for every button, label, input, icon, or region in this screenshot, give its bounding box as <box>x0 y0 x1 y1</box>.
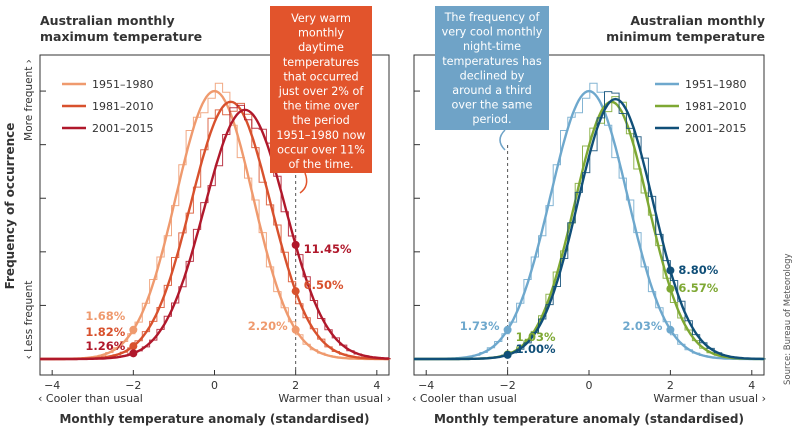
callout-text-line: period. <box>472 113 511 126</box>
marker-minus2 <box>503 325 512 334</box>
x-tick-label: 0 <box>211 379 218 392</box>
legend-label: 1951–1980 <box>685 78 747 91</box>
right-panel: −4 −2 0 2 4 ‹ Cooler than usual Warmer than us… <box>412 6 766 426</box>
callout-text-line: that occurred <box>283 70 358 83</box>
callout-text-line: daytime <box>298 41 344 54</box>
callout-arrow <box>499 129 506 151</box>
callout-text-line: temperatures has <box>442 55 542 68</box>
value-label-plus2: 2.20% <box>248 319 288 333</box>
x-note-cooler: ‹ Cooler than usual <box>38 392 143 405</box>
source-note: Source: Bureau of Meteorology <box>783 253 793 385</box>
series-line-2001–2015 <box>40 108 389 361</box>
x-tick-label: 2 <box>292 379 299 392</box>
marker-plus2 <box>666 325 675 334</box>
y-axis-title: Frequency of occurrence <box>3 123 17 290</box>
marker-minus2 <box>129 342 138 351</box>
marker-plus2 <box>291 240 300 249</box>
callout-text-line: around a third <box>452 84 531 97</box>
x-tick-label: 4 <box>748 379 755 392</box>
x-axis-title: Monthly temperature anomaly (standardise… <box>59 412 369 426</box>
series-line-1951–1980 <box>414 89 764 361</box>
x-note-warmer: Warmer than usual › <box>653 392 766 405</box>
series-line-1951–1980 <box>40 89 389 361</box>
value-label-minus2: 1.68% <box>85 309 125 323</box>
left-panel: −4 −2 0 2 4 ‹ Cooler than usual Warmer than us… <box>38 6 391 426</box>
callout-text-line: temperatures <box>283 56 359 69</box>
right-title-line1: Australian monthly <box>630 13 765 28</box>
legend-label: 1981–2010 <box>685 100 747 113</box>
y-axis-more-frequent: More frequent › <box>23 59 35 141</box>
x-tick-label: 0 <box>586 379 593 392</box>
value-label-plus2: 6.50% <box>304 278 344 292</box>
series-line-2001–2015 <box>414 97 764 361</box>
x-tick-label: 4 <box>373 379 380 392</box>
callout-text-line: 1951–1980 now <box>276 129 365 142</box>
value-label-minus2: 1.03% <box>516 330 556 344</box>
legend-label: 1951–1980 <box>92 78 154 91</box>
value-label-plus2: 2.03% <box>622 319 662 333</box>
marker-plus2 <box>291 287 300 296</box>
x-note-warmer: Warmer than usual › <box>278 392 391 405</box>
value-label-minus2: 1.73% <box>460 319 500 333</box>
marker-plus2 <box>666 266 675 275</box>
x-tick-label: 2 <box>667 379 674 392</box>
callout-text-line: declined by <box>460 69 525 82</box>
callout-box <box>270 6 372 173</box>
callout-text-line: of the time. <box>288 158 353 171</box>
marker-minus2 <box>503 350 512 359</box>
callout-text-line: over the same <box>452 99 533 112</box>
callout-text-line: The frequency of <box>444 11 541 24</box>
value-label-plus2: 8.80% <box>678 263 718 277</box>
callout-text-line: Very warm <box>291 12 351 25</box>
callout-text-line: the period <box>292 114 350 127</box>
value-label-minus2: 1.26% <box>85 339 125 353</box>
callout-text-line: occur over 11% <box>277 143 365 156</box>
right-title-line2: minimum temperature <box>606 29 765 44</box>
marker-plus2 <box>291 325 300 334</box>
marker-minus2 <box>129 325 138 334</box>
marker-minus2 <box>129 349 138 358</box>
x-note-cooler: ‹ Cooler than usual <box>412 392 517 405</box>
x-tick-label: −2 <box>125 379 141 392</box>
callout-box <box>435 6 549 130</box>
callout-text-line: monthly <box>298 27 344 40</box>
callout-text-line: night-time <box>463 40 521 53</box>
left-title-line2: maximum temperature <box>40 29 202 44</box>
legend-label: 2001–2015 <box>685 122 747 135</box>
value-label-plus2: 11.45% <box>304 242 352 256</box>
marker-plus2 <box>666 284 675 293</box>
value-label-minus2: 1.00% <box>516 342 556 356</box>
y-axis-less-frequent: ‹ Less frequent <box>23 281 35 360</box>
x-tick-label: −2 <box>499 379 515 392</box>
legend-label: 1981–2010 <box>92 100 154 113</box>
left-title-line1: Australian monthly <box>40 13 175 28</box>
callout-arrow <box>299 172 308 194</box>
x-tick-label: −4 <box>418 379 434 392</box>
x-axis-title: Monthly temperature anomaly (standardise… <box>434 412 744 426</box>
callout-text-line: just over 2% of <box>278 85 365 98</box>
x-tick-label: −4 <box>44 379 60 392</box>
legend-label: 2001–2015 <box>92 122 154 135</box>
value-label-minus2: 1.82% <box>85 325 125 339</box>
callout-text-line: very cool monthly <box>442 26 543 39</box>
callout-text-line: the time over <box>283 100 359 113</box>
value-label-plus2: 6.57% <box>678 281 718 295</box>
